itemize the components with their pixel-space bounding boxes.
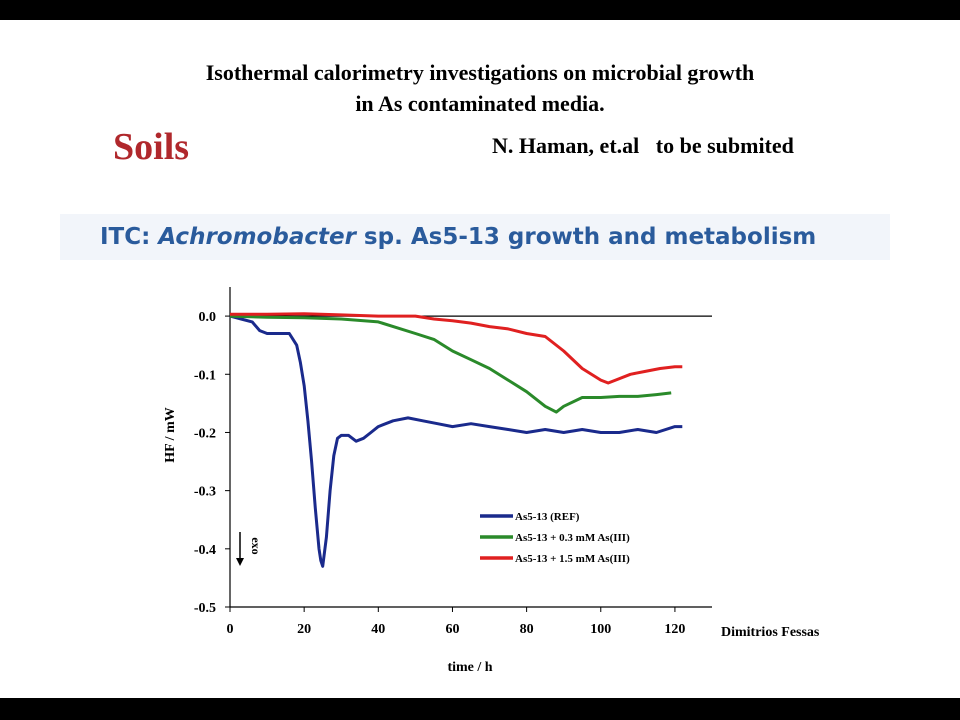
x-tick-label: 100 <box>590 622 611 637</box>
chart-series <box>229 312 683 568</box>
series-line-1 <box>229 314 683 568</box>
slide-title-line-1: Isothermal calorimetry investigations on… <box>205 60 755 85</box>
exo-label: exo <box>249 537 263 554</box>
x-axis-label: time / h <box>447 660 492 675</box>
y-tick-label: -0.1 <box>194 368 216 383</box>
authors-note: N. Haman, et.al to be submited <box>492 133 794 158</box>
calorimetry-chart: 0 20 40 60 80 100 120 0.0 -0.1 -0.2 -0.3 -0.4 -0.5 e… <box>163 287 712 675</box>
itc-title-organism: Achromobacter <box>158 224 356 250</box>
x-tick-label: 20 <box>297 622 311 637</box>
x-tick-label: 120 <box>664 622 685 637</box>
x-tick-label: 60 <box>445 622 459 637</box>
x-tick-label: 0 <box>227 622 234 637</box>
section-heading: Soils <box>113 126 190 168</box>
exo-arrow-head <box>236 558 244 566</box>
y-tick-label: -0.3 <box>194 485 216 500</box>
exo-marker: exo <box>236 532 263 566</box>
itc-title-band <box>60 214 890 260</box>
slide-title-line-2: in As contaminated media. <box>355 91 605 116</box>
chart-legend: As5-13 (REF) As5-13 + 0.3 mM As(III) As5-1… <box>480 511 630 565</box>
y-tick-label: 0.0 <box>199 310 217 325</box>
series-line-2 <box>229 314 672 414</box>
series-line-3 <box>230 312 683 385</box>
legend-label-2: As5-13 + 0.3 mM As(III) <box>515 532 630 544</box>
y-axis-label: HF / mW <box>163 407 178 462</box>
x-tick-label: 80 <box>520 622 534 637</box>
itc-title-prefix: ITC: <box>100 224 159 250</box>
itc-title-suffix: sp. As5-13 growth and metabolism <box>355 224 817 250</box>
y-tick-label: -0.2 <box>194 426 216 441</box>
x-tick-label: 40 <box>371 622 385 637</box>
presenter-signature: Dimitrios Fessas <box>721 625 820 640</box>
itc-title: ITC: Achromobacter sp. As5-13 growth and… <box>100 224 816 250</box>
slide: Isothermal calorimetry investigations on… <box>0 20 960 698</box>
y-tick-label: -0.4 <box>194 543 216 558</box>
y-tick-label: -0.5 <box>194 601 216 616</box>
legend-label-3: As5-13 + 1.5 mM As(III) <box>515 553 630 565</box>
legend-label-1: As5-13 (REF) <box>515 511 580 523</box>
chart-axes: 0 20 40 60 80 100 120 0.0 -0.1 -0.2 -0.3 -0.4 -0.5 <box>194 287 712 637</box>
